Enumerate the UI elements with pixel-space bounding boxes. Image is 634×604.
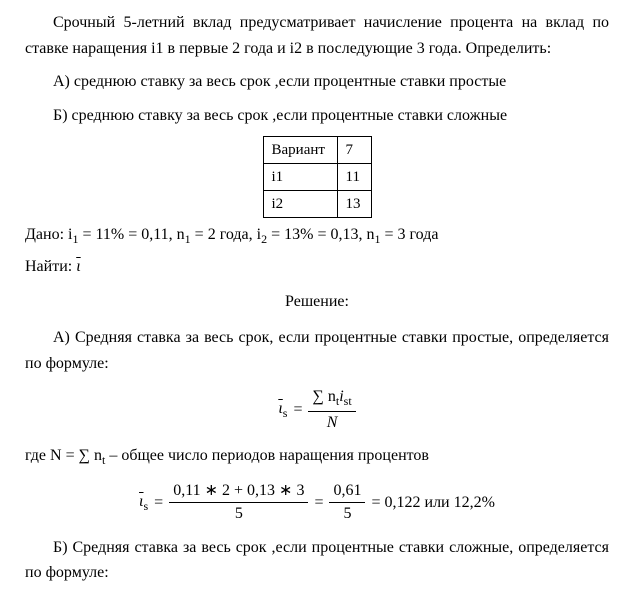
solution-title: Решение: bbox=[25, 289, 609, 315]
where-prefix: где N = bbox=[25, 447, 79, 464]
given-n1: n bbox=[177, 226, 185, 243]
given-i2-text: = 13% = 0,13, bbox=[267, 226, 366, 243]
table-cell-value: 13 bbox=[337, 191, 371, 218]
find-var: ι bbox=[76, 258, 80, 275]
table-cell-label: i2 bbox=[263, 191, 337, 218]
table-row: i2 13 bbox=[263, 191, 371, 218]
option-b: Б) среднюю ставку за весь срок ,если про… bbox=[25, 103, 609, 129]
given-line: Дано: i1 = 11% = 0,11, n1 = 2 года, i2 =… bbox=[25, 222, 609, 249]
f2-lhs-sub: s bbox=[144, 499, 149, 513]
f2-num2: 0,61 bbox=[329, 482, 365, 503]
given-n2-text: = 3 года bbox=[380, 226, 438, 243]
where-sum: ∑ n bbox=[79, 447, 102, 464]
f1-num-sub2: st bbox=[344, 394, 352, 408]
table-row: i1 11 bbox=[263, 164, 371, 191]
variant-table-wrap: Вариант 7 i1 11 i2 13 bbox=[25, 136, 609, 218]
option-a: А) среднюю ставку за весь срок ,если про… bbox=[25, 69, 609, 95]
f2-eq1: = bbox=[154, 490, 163, 516]
formula-2: ιs = 0,11 ∗ 2 + 0,13 ∗ 3 5 = 0,61 5 = 0,… bbox=[25, 482, 609, 522]
f2-eq3: = 0,122 или 12,2% bbox=[371, 490, 494, 516]
variant-table: Вариант 7 i1 11 i2 13 bbox=[263, 136, 372, 218]
given-prefix: Дано: bbox=[25, 226, 68, 243]
f2-den2: 5 bbox=[329, 503, 365, 523]
find-line: Найти: ι bbox=[25, 254, 609, 280]
table-row: Вариант 7 bbox=[263, 137, 371, 164]
intro-paragraph: Срочный 5-летний вклад предусматривает н… bbox=[25, 10, 609, 61]
table-cell-value: 7 bbox=[337, 137, 371, 164]
f1-num-sum: ∑ n bbox=[312, 388, 335, 405]
where-line: где N = ∑ nt – общее число периодов нара… bbox=[25, 443, 609, 470]
where-suffix: – общее число периодов наращения процент… bbox=[105, 447, 429, 464]
f2-num1: 0,11 ∗ 2 + 0,13 ∗ 3 bbox=[169, 482, 308, 503]
table-cell-label: i1 bbox=[263, 164, 337, 191]
part-a-text: А) Средняя ставка за весь срок, если про… bbox=[25, 325, 609, 376]
f1-den: N bbox=[308, 412, 355, 432]
table-cell-label: Вариант bbox=[263, 137, 337, 164]
given-n1-text: = 2 года, bbox=[191, 226, 257, 243]
formula-1: ιs = ∑ ntist N bbox=[25, 388, 609, 431]
find-prefix: Найти: bbox=[25, 258, 76, 275]
part-b-text: Б) Средняя ставка за весь срок ,если про… bbox=[25, 535, 609, 586]
given-i1-text: = 11% = 0,11, bbox=[78, 226, 176, 243]
f2-eq2: = bbox=[314, 490, 323, 516]
f1-eq: = bbox=[293, 397, 302, 423]
f2-den1: 5 bbox=[169, 503, 308, 523]
f1-lhs-sub: s bbox=[283, 406, 288, 420]
table-cell-value: 11 bbox=[337, 164, 371, 191]
